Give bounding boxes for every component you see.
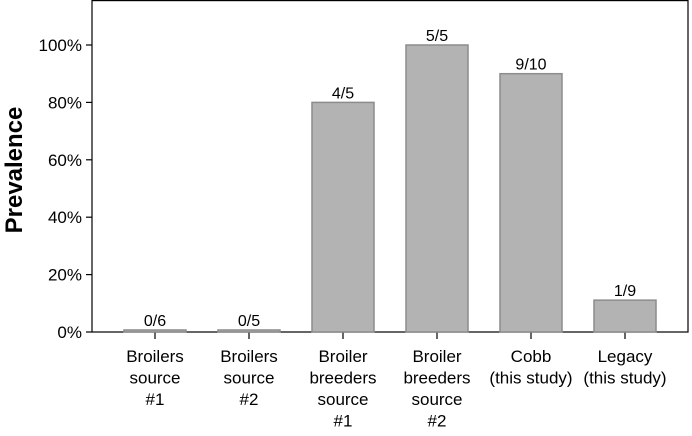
y-tick-label: 100%: [39, 36, 82, 55]
y-tick-label: 40%: [48, 208, 82, 227]
category-label-line: Broiler: [318, 347, 367, 366]
bar-value-label: 0/6: [144, 313, 166, 330]
bar-value-label: 0/5: [238, 313, 260, 330]
bar-value-label: 9/10: [515, 57, 546, 74]
plot-area-border: [91, 0, 689, 333]
bar: [217, 329, 281, 333]
y-axis-label: Prevalence: [1, 107, 28, 234]
category-label-line: #1: [146, 390, 165, 409]
category-label: Broilers source #1: [126, 347, 184, 409]
category-label-line: Legacy: [598, 347, 653, 366]
category-label-line: (this study): [583, 369, 666, 388]
bar: [405, 44, 469, 333]
category-label-line: Cobb: [511, 347, 552, 366]
category-label-line: #2: [428, 412, 447, 431]
category-label-line: breeders: [309, 369, 376, 388]
category-label-line: Broilers: [220, 347, 278, 366]
category-label-line: breeders: [403, 369, 470, 388]
y-tick-label: 20%: [48, 266, 82, 285]
category-label: Broiler breeders source #1: [309, 347, 376, 431]
category-label-line: source: [317, 390, 368, 409]
category-label-line: Broilers: [126, 347, 184, 366]
category-label-line: source: [223, 369, 274, 388]
category-labels: Broilers source #1 Broilers source #2 Broiler b…: [126, 347, 666, 431]
bar: [499, 72, 563, 333]
y-tick-label: 60%: [48, 151, 82, 170]
bars: [123, 44, 657, 333]
category-label: Legacy (this study): [583, 347, 666, 388]
y-tick-label: 0%: [57, 323, 82, 342]
category-label-line: source: [129, 369, 180, 388]
bar: [311, 101, 375, 333]
plot-frame: [91, 0, 689, 333]
category-label: Cobb (this study): [489, 347, 572, 388]
category-label-line: (this study): [489, 369, 572, 388]
category-label: Broilers source #2: [220, 347, 278, 409]
y-tick-label: 80%: [48, 93, 82, 112]
category-label-line: source: [411, 390, 462, 409]
y-axis-ticks: 0% 20% 40% 60% 80% 100%: [39, 36, 92, 342]
category-label-line: Broiler: [412, 347, 461, 366]
category-label: Broiler breeders source #2: [403, 347, 470, 431]
category-label-line: #2: [240, 390, 259, 409]
data-labels: 0/6 0/5 4/5 5/5 9/10 1/9: [144, 28, 636, 330]
bar: [593, 299, 657, 333]
category-label-line: #1: [334, 412, 353, 431]
bar-value-label: 5/5: [426, 28, 448, 45]
bar-value-label: 4/5: [332, 85, 354, 102]
x-axis-ticks: [154, 332, 626, 339]
bar: [123, 329, 187, 333]
bar-value-label: 1/9: [614, 283, 636, 300]
